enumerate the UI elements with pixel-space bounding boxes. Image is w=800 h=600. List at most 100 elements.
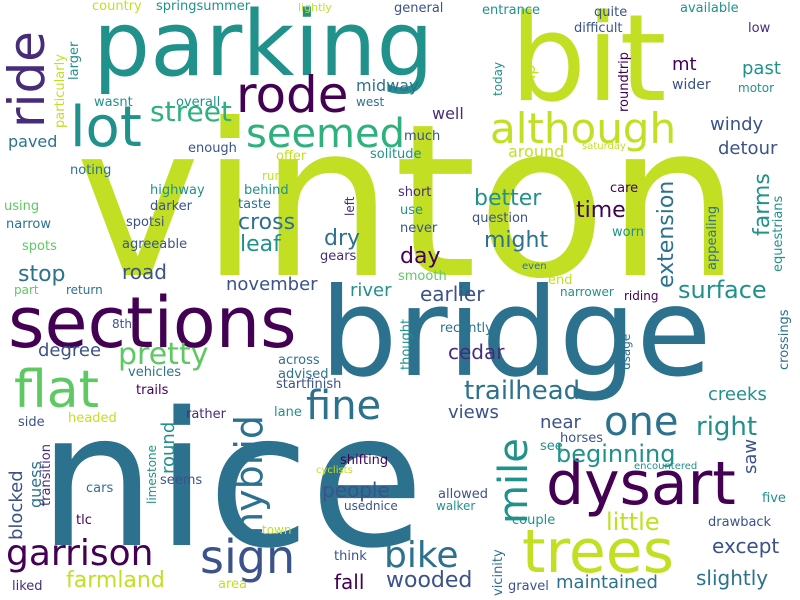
word-earlier: earlier: [420, 282, 485, 306]
word-trip: trip: [520, 64, 539, 92]
word-drawback: drawback: [708, 515, 772, 530]
word-dysart: dysart: [546, 449, 736, 519]
word-rather: rather: [186, 407, 226, 422]
word-use: use: [400, 203, 424, 218]
word-little: little: [606, 508, 660, 536]
word-west: west: [356, 95, 385, 109]
word-runs: runs: [262, 169, 289, 183]
word-stop: stop: [18, 262, 66, 287]
word-8th: 8th: [112, 317, 132, 331]
word-today: today: [491, 61, 505, 96]
word-transition: transition: [39, 444, 54, 506]
word-never: never: [400, 221, 438, 236]
word-equestrians: equestrians: [771, 195, 786, 272]
word-cross: cross: [238, 210, 296, 235]
word-time: time: [576, 198, 626, 223]
word-narrow: narrow: [6, 217, 51, 232]
word-saw: saw: [740, 438, 761, 474]
word-midway: midway: [356, 76, 419, 95]
word-available: available: [680, 1, 739, 16]
word-surface: surface: [678, 276, 767, 304]
word-behind: behind: [244, 183, 289, 198]
word-leaf: leaf: [240, 232, 281, 257]
word-sections: sections: [8, 282, 297, 364]
word-mt: mt: [672, 54, 697, 75]
word-creeks: creeks: [708, 384, 767, 405]
word-farmland: farmland: [66, 568, 165, 593]
word-pretty: pretty: [118, 337, 209, 372]
word-fine: fine: [306, 383, 382, 429]
word-vehicles: vehicles: [128, 365, 182, 380]
word-difficult: difficult: [574, 21, 623, 36]
word-trailhead: trailhead: [464, 376, 581, 406]
word-saturday: saturday: [582, 141, 626, 152]
word-better: better: [474, 186, 542, 211]
word-nice: nice: [38, 372, 425, 589]
word-wooded: wooded: [386, 568, 473, 593]
word-gears: gears: [320, 249, 357, 264]
word-detour: detour: [718, 138, 778, 159]
word-spotsi: spotsi: [126, 215, 165, 230]
word-care: care: [610, 181, 639, 196]
word-darker: darker: [150, 199, 192, 214]
word-offer: offer: [276, 149, 307, 164]
word-views: views: [448, 402, 499, 423]
word-rode: rode: [236, 66, 349, 124]
word-worn: worn: [612, 225, 644, 240]
word-ride: ride: [0, 31, 56, 128]
word-lot: lot: [70, 95, 142, 160]
word-highway: highway: [150, 183, 205, 198]
word-noting: noting: [70, 163, 112, 178]
word-solitude: solitude: [370, 147, 422, 162]
word-overall: overall: [176, 95, 221, 110]
word-street: street: [150, 95, 232, 128]
word-liked: liked: [12, 579, 43, 594]
word-using: using: [4, 199, 40, 214]
word-side: side: [18, 415, 45, 430]
word-lane: lane: [274, 405, 302, 420]
word-think: think: [334, 549, 367, 564]
word-return: return: [66, 283, 103, 297]
word-near: near: [540, 412, 581, 433]
word-beginning: beginning: [556, 440, 676, 468]
word-right: right: [696, 412, 758, 442]
word-across: across: [278, 353, 320, 368]
word-town: town: [262, 523, 292, 537]
word-dry: dry: [324, 226, 361, 251]
word-walker: walker: [436, 499, 476, 513]
word-part: part: [14, 283, 39, 297]
word-recently: recently: [440, 321, 493, 336]
word-much: much: [404, 129, 441, 144]
word-appealing: appealing: [705, 205, 720, 270]
word-people: people: [322, 478, 390, 502]
word-country: country: [92, 0, 142, 14]
word-spots: spots: [22, 239, 57, 254]
word-end: end: [548, 273, 573, 288]
word-bike: bike: [384, 535, 459, 576]
word-startfinish: startfinish: [276, 377, 342, 392]
word-gravel: gravel: [508, 579, 549, 594]
word-paved: paved: [8, 132, 58, 151]
word-limestone: limestone: [145, 444, 159, 504]
word-bridge: bridge: [320, 262, 712, 404]
word-low: low: [748, 21, 771, 36]
word-area: area: [218, 577, 247, 592]
word-tlc: tlc: [76, 513, 92, 528]
word-agreeable: agreeable: [122, 237, 188, 252]
word-motor: motor: [738, 81, 775, 95]
word-left: left: [343, 196, 357, 216]
word-usage: usage: [619, 333, 633, 370]
word-enough: enough: [188, 141, 237, 156]
word-trees: trees: [522, 517, 674, 587]
word-river: river: [350, 280, 392, 301]
word-cars: cars: [86, 481, 114, 496]
word-question: question: [472, 211, 529, 226]
word-maintained: maintained: [556, 572, 658, 593]
word-except: except: [712, 534, 780, 558]
word-sign: sign: [200, 530, 296, 584]
word-vicinity: vicinity: [491, 549, 506, 596]
word-roundtrip: roundtrip: [617, 51, 632, 112]
word-wider: wider: [672, 77, 711, 93]
word-riding: riding: [624, 289, 659, 303]
